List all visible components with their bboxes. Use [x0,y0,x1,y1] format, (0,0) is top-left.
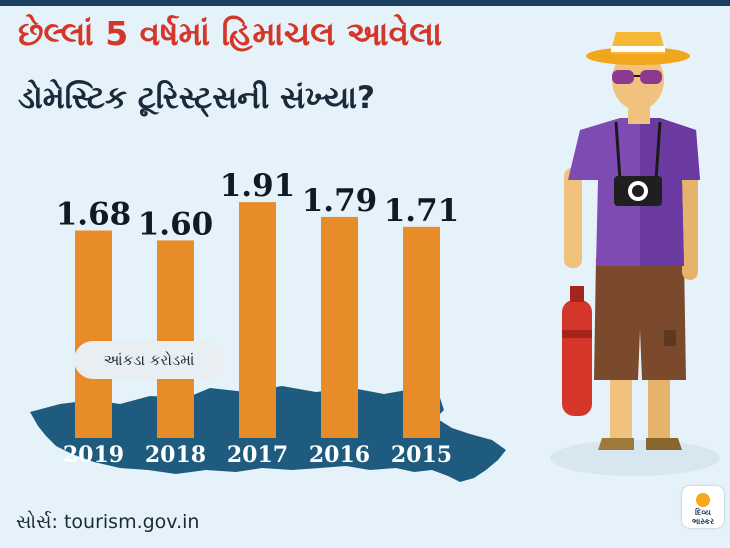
logo-line-1: દિવ્ય [695,508,711,517]
year-label-2015: 2015 [391,442,452,468]
top-bar [0,0,730,6]
logo-text: દિવ્ય ભાસ્કર [682,508,724,526]
bar-2015 [403,226,440,438]
source-text: સોર્સ: tourism.gov.in [16,511,200,533]
right-arm [682,170,698,280]
left-arm [564,168,582,268]
logo-line-2: ભાસ્કર [691,517,715,526]
value-label-2016: 1.79 [302,183,378,219]
logo-sun-icon [696,493,710,507]
bar-2018 [157,240,194,438]
shirt-shade [640,118,700,266]
value-label-2015: 1.71 [384,193,460,229]
bar-2017 [239,202,276,438]
year-labels-group: 2019 2018 2017 2016 2015 [63,442,452,468]
ground-shadow [550,440,720,476]
fire-extinguisher-top [570,286,584,302]
year-label-2017: 2017 [227,442,288,468]
value-label-2019: 1.68 [56,197,132,233]
year-label-2018: 2018 [145,442,206,468]
shorts-pocket [664,330,676,346]
chart-title-line-1: છેલ્લાં 5 વર્ષમાં હિમાચલ આવેલા [18,14,443,53]
value-label-2017: 1.91 [220,168,296,204]
bar-2019 [75,230,112,438]
value-label-2018: 1.60 [138,206,214,242]
fire-extinguisher-icon [562,300,592,416]
shorts [594,258,686,380]
tourist-illustration [550,32,720,476]
right-shoe-icon [646,438,682,450]
unit-note: આંકડા કરોડમાં [74,341,224,379]
head [612,50,664,110]
sunglasses-icon [612,70,634,84]
sunglasses-right-lens [640,70,662,84]
bar-2016 [321,216,358,438]
publisher-logo: દિવ્ય ભાસ્કર [682,486,724,528]
year-label-2019: 2019 [63,442,124,468]
bars-group [75,202,440,438]
fire-extinguisher-band [562,330,592,338]
value-labels-group: 1.68 1.601.91 1.79 1.71 [56,168,460,242]
year-label-2016: 2016 [309,442,370,468]
right-leg [648,370,670,440]
camera-lens-inner [632,185,644,197]
hat-band [611,46,665,52]
chart-title-line-2: ડોમેસ્ટિક ટૂરિસ્ટ્સની સંખ્યા? [18,80,375,116]
left-shoe-icon [598,438,634,450]
left-leg [610,370,632,440]
camera-strap [614,121,662,181]
